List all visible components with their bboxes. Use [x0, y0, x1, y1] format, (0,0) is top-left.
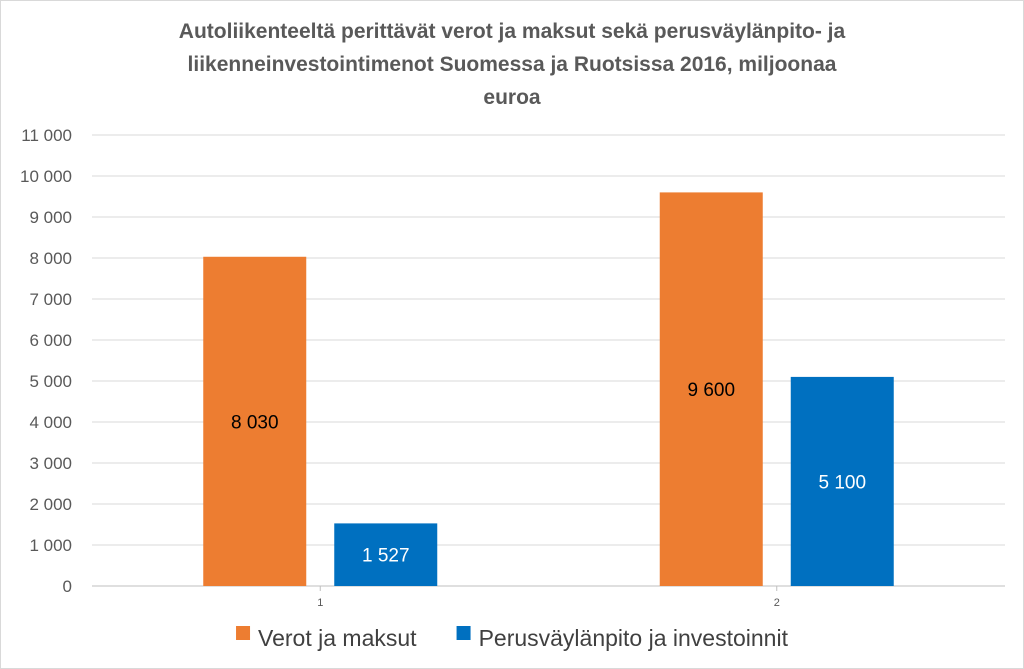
y-tick-label: 10 000 — [20, 167, 72, 186]
data-label: 5 100 — [818, 472, 866, 493]
bar — [659, 192, 763, 586]
y-tick-label: 2 000 — [29, 495, 72, 514]
legend-swatch — [236, 626, 251, 640]
data-label: 8 030 — [231, 412, 279, 433]
bar — [334, 523, 438, 586]
bar — [203, 256, 307, 586]
legend-label: Verot ja maksut — [258, 625, 417, 651]
y-tick-label: 7 000 — [29, 290, 72, 309]
y-tick-label: 3 000 — [29, 454, 72, 473]
x-tick-label: 1 — [317, 597, 323, 609]
data-label: 1 527 — [362, 546, 410, 567]
chart-title-line: liikenneinvestointimenot Suomessa ja Ruo… — [188, 53, 837, 76]
legend-swatch — [456, 626, 471, 640]
legend-item: Perusväylänpito ja investoinnit — [456, 625, 789, 651]
y-tick-label: 5 000 — [29, 372, 72, 391]
bar — [790, 376, 894, 586]
legend-label: Perusväylänpito ja investoinnit — [479, 625, 789, 651]
chart-title-line: euroa — [483, 86, 541, 109]
y-tick-label: 1 000 — [29, 536, 72, 555]
bars — [203, 192, 894, 586]
chart-title: Autoliikenteeltä perittävät verot ja mak… — [179, 20, 846, 109]
data-label: 9 600 — [687, 380, 735, 401]
y-tick-label: 6 000 — [29, 331, 72, 350]
y-tick-label: 4 000 — [29, 413, 72, 432]
y-tick-label: 8 000 — [29, 249, 72, 268]
legend-item: Verot ja maksut — [236, 625, 417, 651]
chart-title-line: Autoliikenteeltä perittävät verot ja mak… — [179, 20, 846, 43]
y-tick-label: 0 — [63, 577, 72, 596]
y-axis-ticks: 0 1 000 2 000 3 000 4 000 5 000 6 000 7 000 8 00… — [20, 126, 72, 596]
y-tick-label: 11 000 — [21, 126, 72, 145]
x-tick-label: 2 — [774, 597, 780, 609]
data-labels: 8 030 1 527 9 600 5 100 — [231, 380, 866, 566]
y-tick-label: 9 000 — [29, 208, 72, 227]
legend: Verot ja maksut Perusväylänpito ja invest… — [236, 625, 789, 651]
